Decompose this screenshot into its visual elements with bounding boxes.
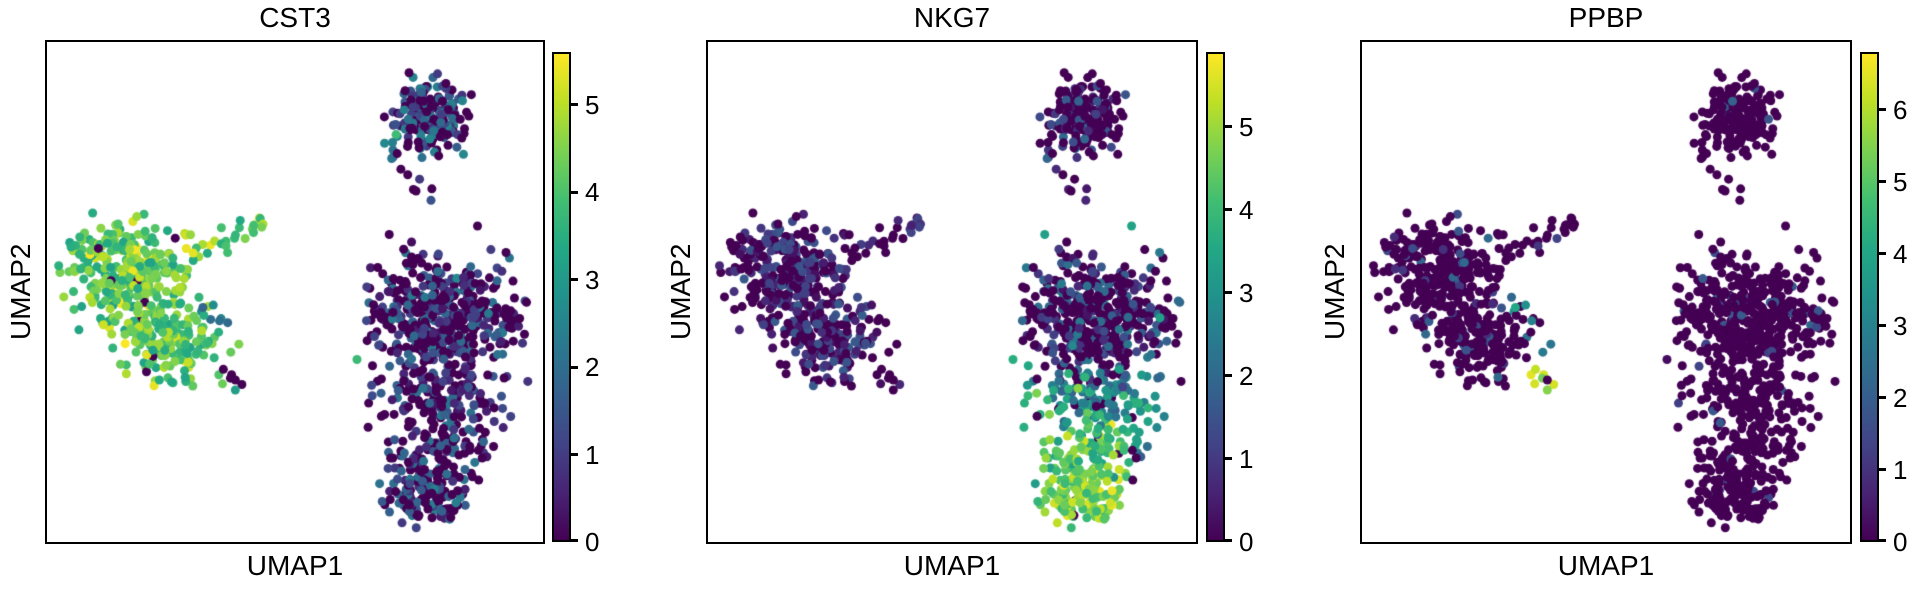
plot-area-nkg7	[706, 40, 1198, 544]
colorbar-gradient-nkg7	[1208, 54, 1223, 540]
colorbar-tick-mark	[571, 453, 578, 456]
umap-scatter-canvas-nkg7	[708, 42, 1196, 542]
colorbar-tick-label: 5	[1893, 166, 1908, 197]
colorbar-tick-label: 0	[585, 527, 600, 557]
colorbar-tick-mark	[571, 365, 578, 369]
umap-scatter-canvas-ppbp	[1362, 42, 1850, 542]
colorbar-tick-mark	[1225, 374, 1232, 378]
plot-area-ppbp	[1360, 40, 1852, 544]
colorbar-tick-mark	[1225, 125, 1232, 129]
colorbar-tick-mark	[1879, 539, 1886, 542]
colorbar-tick-label: 2	[1239, 360, 1254, 391]
colorbar-tick-label: 2	[585, 352, 600, 382]
x-axis-label-nkg7: UMAP1	[903, 550, 1001, 581]
panel-title-cst3: CST3	[259, 2, 331, 33]
colorbar-tick-mark	[1879, 468, 1886, 472]
colorbar-tick-mark	[1225, 291, 1232, 295]
x-axis-label-ppbp: UMAP1	[1557, 550, 1655, 581]
colorbar-tick-label: 0	[1893, 527, 1908, 557]
colorbar-ticks-ppbp: 0 1 2 3 4 5 6	[1860, 52, 1920, 555]
colorbar-tick-label: 3	[1893, 310, 1908, 341]
colorbar-cst3	[552, 52, 571, 542]
colorbar-nkg7	[1206, 52, 1225, 542]
colorbar-ppbp	[1860, 52, 1879, 542]
colorbar-tick-mark	[571, 103, 578, 106]
colorbar-tick-mark	[1225, 457, 1232, 461]
colorbar-tick-mark	[571, 190, 578, 194]
panel-title-nkg7: NKG7	[913, 2, 991, 33]
colorbar-ticks-cst3: 0 1 2 3 4 5	[552, 52, 612, 555]
colorbar-tick-label: 2	[1893, 382, 1908, 413]
colorbar-tick-mark	[1225, 208, 1232, 212]
umap-scatter-canvas-cst3	[47, 42, 543, 542]
colorbar-tick-label: 3	[1239, 277, 1254, 308]
colorbar-tick-label: 1	[1893, 454, 1908, 485]
x-axis-label-cst3: UMAP1	[246, 550, 344, 581]
plot-area-cst3	[45, 40, 545, 544]
colorbar-tick-label: 1	[1239, 443, 1254, 474]
colorbar-tick-mark	[1879, 252, 1886, 256]
colorbar-tick-mark	[571, 278, 578, 281]
colorbar-tick-mark	[571, 539, 578, 542]
colorbar-gradient-ppbp	[1862, 54, 1877, 540]
colorbar-tick-label: 4	[585, 177, 600, 207]
colorbar-tick-label: 0	[1239, 527, 1254, 557]
colorbar-tick-label: 1	[585, 439, 600, 470]
colorbar-tick-label: 4	[1893, 238, 1908, 269]
colorbar-tick-mark	[1879, 108, 1886, 112]
y-axis-label-nkg7: UMAP2	[665, 243, 696, 341]
colorbar-tick-label: 4	[1239, 194, 1254, 225]
colorbar-tick-mark	[1225, 539, 1232, 542]
colorbar-tick-label: 3	[585, 264, 600, 295]
colorbar-tick-label: 5	[1239, 111, 1254, 142]
panel-title-ppbp: PPBP	[1568, 2, 1644, 33]
colorbar-tick-label: 5	[585, 89, 600, 120]
y-axis-label-ppbp: UMAP2	[1319, 243, 1350, 341]
colorbar-gradient-cst3	[554, 54, 569, 540]
colorbar-tick-mark	[1879, 396, 1886, 400]
colorbar-tick-mark	[1879, 324, 1886, 328]
colorbar-tick-label: 6	[1893, 94, 1908, 125]
colorbar-ticks-nkg7: 0 1 2 3 4 5	[1206, 52, 1266, 555]
colorbar-tick-mark	[1879, 180, 1886, 184]
y-axis-label-cst3: UMAP2	[5, 243, 36, 341]
